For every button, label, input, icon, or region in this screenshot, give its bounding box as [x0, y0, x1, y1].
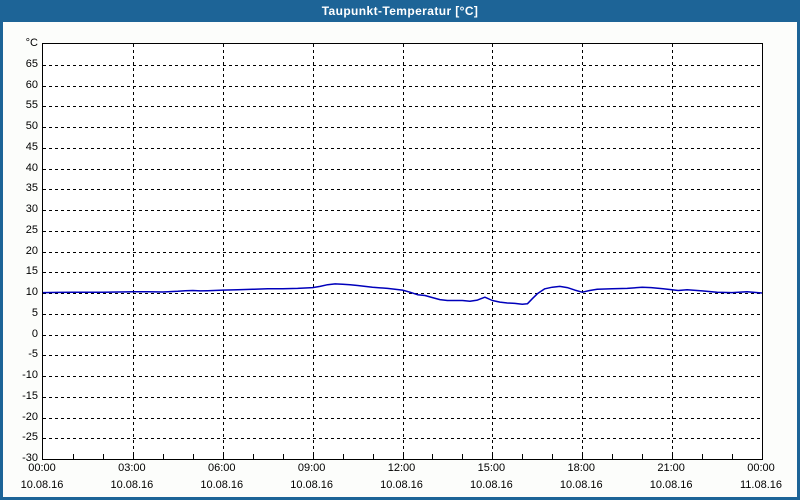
x-axis-time-label: 03:00 — [118, 462, 146, 474]
y-axis-label: 25 — [25, 223, 38, 236]
x-axis-time-label: 06:00 — [207, 462, 236, 474]
y-axis-label: 20 — [25, 244, 38, 257]
y-axis-label: -25 — [22, 431, 38, 444]
x-axis-date-label: 10.08.16 — [649, 479, 693, 491]
y-axis-label: 45 — [25, 140, 38, 153]
window-border-left — [0, 22, 3, 500]
x-axis-time-label: 15:00 — [477, 462, 506, 474]
x-axis-time-label: 12:00 — [387, 462, 416, 474]
y-axis-label: 65 — [25, 57, 38, 70]
y-axis-label: -15 — [22, 389, 38, 402]
y-axis-label: 15 — [25, 265, 38, 278]
y-axis-label: 40 — [25, 161, 38, 174]
y-axis-label: °C — [25, 37, 38, 49]
x-axis-date-label: 10.08.16 — [110, 479, 154, 491]
y-axis-label: 10 — [25, 286, 38, 298]
titlebar: Taupunkt-Temperatur [°C] — [0, 0, 800, 22]
y-axis-label: -30 — [22, 452, 38, 464]
x-axis-date-label: 11.08.16 — [739, 479, 782, 491]
y-axis-label: -10 — [22, 369, 38, 381]
y-axis-label: 35 — [25, 182, 38, 195]
plot-area — [42, 43, 763, 460]
x-axis-date-label: 10.08.16 — [380, 479, 423, 491]
y-axis-label: 0 — [31, 327, 38, 340]
x-axis-date-label: 10.08.16 — [469, 479, 513, 491]
x-axis-date-label: 10.08.16 — [290, 479, 334, 491]
window-border-right — [797, 22, 800, 500]
y-axis-label: 5 — [31, 306, 38, 319]
x-axis-time-label: 18:00 — [567, 462, 596, 474]
x-axis-time-label: 00:00 — [747, 462, 775, 474]
x-axis-time-label: 00:00 — [28, 462, 56, 474]
x-axis-time-label: 21:00 — [657, 462, 685, 474]
x-axis-date-label: 10.08.16 — [20, 479, 64, 491]
x-axis-date-label: 10.08.16 — [200, 479, 244, 491]
y-axis-label: -5 — [28, 348, 38, 361]
window-border-bottom — [0, 497, 800, 500]
y-axis-label: -20 — [22, 410, 38, 423]
chart-title: Taupunkt-Temperatur [°C] — [321, 4, 479, 18]
y-axis-label: 50 — [25, 120, 38, 132]
y-axis-label: 30 — [25, 203, 38, 215]
x-axis-date-label: 10.08.16 — [559, 479, 603, 491]
dewpoint-series-line — [43, 283, 762, 305]
y-axis-label: 55 — [25, 99, 38, 112]
x-axis-time-label: 09:00 — [297, 462, 326, 474]
y-axis-label: 60 — [25, 78, 38, 91]
